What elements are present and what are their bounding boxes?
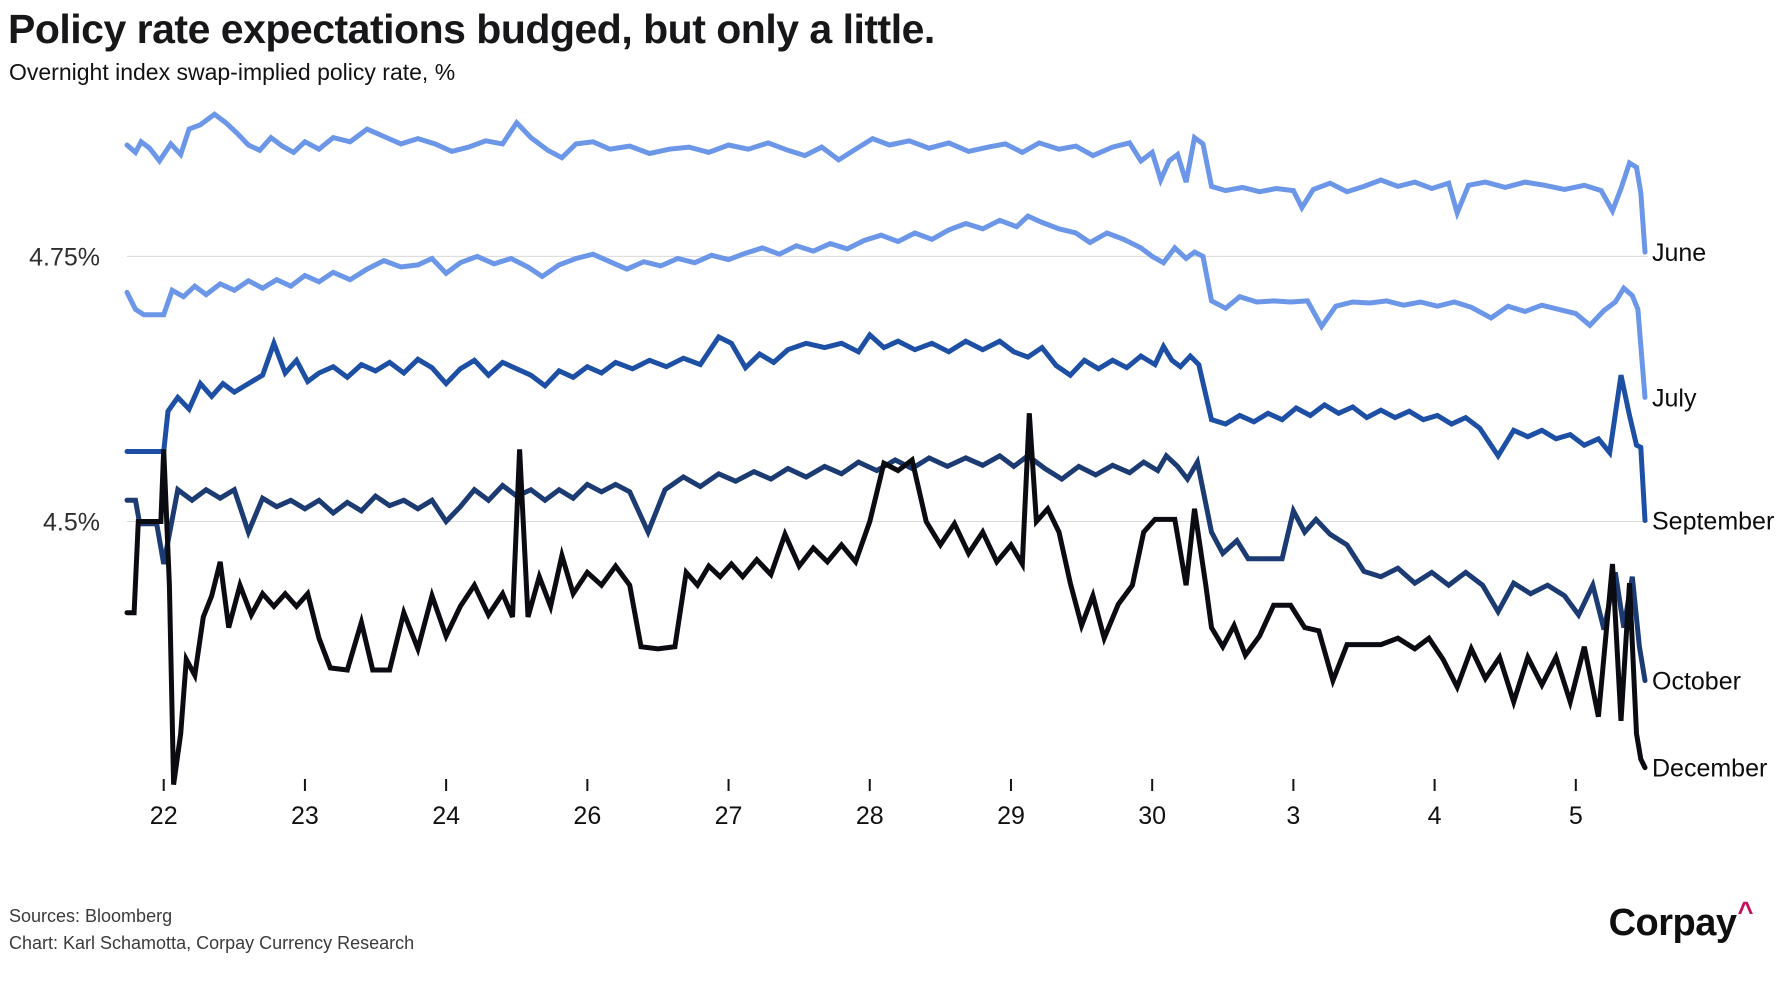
x-axis-label: 22 bbox=[150, 802, 178, 830]
y-axis-label: 4.75% bbox=[29, 243, 100, 271]
x-axis-label: 23 bbox=[291, 802, 319, 830]
series-line-december bbox=[124, 413, 1648, 785]
corpay-logo: Corpay^ bbox=[1608, 896, 1754, 945]
x-axis-label: 29 bbox=[997, 802, 1025, 830]
chart-subtitle: Overnight index swap-implied policy rate… bbox=[9, 59, 456, 85]
y-axis-label: 4.5% bbox=[43, 509, 100, 537]
series-label-september: September bbox=[1652, 507, 1774, 535]
series-label-october: October bbox=[1652, 668, 1741, 696]
source-note: Sources: Bloomberg Chart: Karl Schamotta… bbox=[9, 903, 414, 957]
x-axis-label: 24 bbox=[432, 802, 460, 830]
corpay-logo-text: Corpay bbox=[1608, 902, 1737, 944]
chart-title: Policy rate expectations budged, but onl… bbox=[8, 6, 935, 52]
series-label-december: December bbox=[1652, 755, 1767, 783]
corpay-caret-icon: ^ bbox=[1737, 895, 1754, 927]
x-axis-label: 26 bbox=[573, 802, 601, 830]
x-axis-label: 27 bbox=[715, 802, 743, 830]
series-line-october bbox=[124, 451, 1648, 684]
source-line: Sources: Bloomberg bbox=[9, 906, 173, 926]
credit-line: Chart: Karl Schamotta, Corpay Currency R… bbox=[9, 933, 415, 953]
x-axis-label: 5 bbox=[1569, 802, 1583, 830]
series-line-june bbox=[124, 111, 1648, 255]
series-line-september bbox=[124, 331, 1648, 523]
series-label-july: July bbox=[1652, 384, 1697, 412]
x-axis-label: 3 bbox=[1286, 802, 1300, 830]
x-axis-label: 30 bbox=[1138, 802, 1166, 830]
x-axis-label: 28 bbox=[856, 802, 884, 830]
series-line-july bbox=[124, 213, 1648, 400]
series-label-june: June bbox=[1652, 239, 1706, 267]
x-axis-label: 4 bbox=[1428, 802, 1442, 830]
